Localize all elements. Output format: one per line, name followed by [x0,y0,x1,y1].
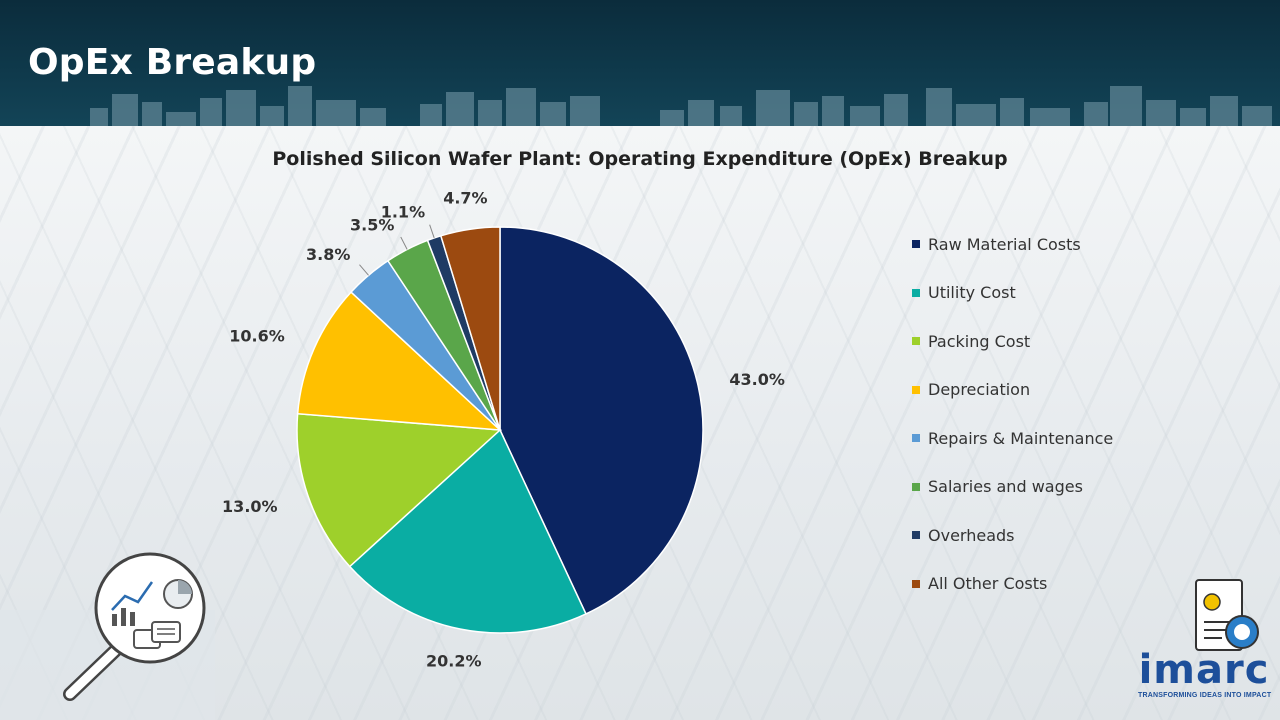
brand-name: imarc [1138,647,1270,693]
legend-item: Repairs & Maintenance [912,414,1113,463]
pie-data-label: 1.1% [381,202,425,221]
chart-title: Polished Silicon Wafer Plant: Operating … [272,148,1008,170]
legend-swatch [912,434,920,443]
legend-label: Overheads [928,525,1015,545]
page-title: OpEx Breakup [28,42,317,83]
legend-swatch [912,240,920,249]
magnifier-analytics-icon [0,552,215,720]
legend-item: Utility Cost [912,269,1113,318]
legend-label: Repairs & Maintenance [928,428,1114,448]
legend-swatch [912,337,920,346]
legend-swatch [912,288,920,297]
legend-label: Salaries and wages [928,477,1083,497]
legend-label: Raw Material Costs [928,234,1081,254]
legend-label: Packing Cost [928,331,1031,351]
label-leader-line [400,236,408,250]
legend-swatch [912,385,920,394]
pie-data-label: 10.6% [229,327,285,346]
legend-label: All Other Costs [928,574,1048,594]
legend-item: Overheads [912,511,1113,560]
pie-slice [296,412,502,568]
pie-data-label: 20.2% [426,651,482,670]
legend-item: All Other Costs [912,560,1113,609]
label-leader-line [429,224,435,239]
legend-swatch [912,579,920,588]
label-leader-line [359,264,369,276]
invoice-settings-icon [1195,579,1259,651]
pie-data-label: 13.0% [222,497,278,516]
pie-slice [499,226,704,615]
pie-slice [296,291,503,431]
legend-swatch [912,482,920,491]
legend-label: Depreciation [928,380,1031,400]
city-skyline [90,86,1272,126]
legend-item: Raw Material Costs [912,220,1113,269]
legend-swatch [912,531,920,540]
chart-legend: Raw Material Costs Utility Cost Packing … [912,220,1113,608]
legend-label: Utility Cost [928,283,1016,303]
pie-slice [439,226,501,431]
legend-item: Packing Cost [912,317,1113,366]
pie-data-label: 43.0% [729,370,785,389]
legend-item: Salaries and wages [912,463,1113,512]
pie-slice [348,428,587,634]
legend-item: Depreciation [912,366,1113,415]
pie-data-label: 4.7% [443,189,487,208]
pie-data-label: 3.5% [350,216,394,235]
brand-tagline: TRANSFORMING IDEAS INTO IMPACT [1138,692,1272,699]
pie-data-label: 3.8% [306,245,350,264]
brand-logo: imarc TRANSFORMING IDEAS INTO IMPACT [1138,647,1272,699]
header-banner: OpEx Breakup [0,0,1280,126]
